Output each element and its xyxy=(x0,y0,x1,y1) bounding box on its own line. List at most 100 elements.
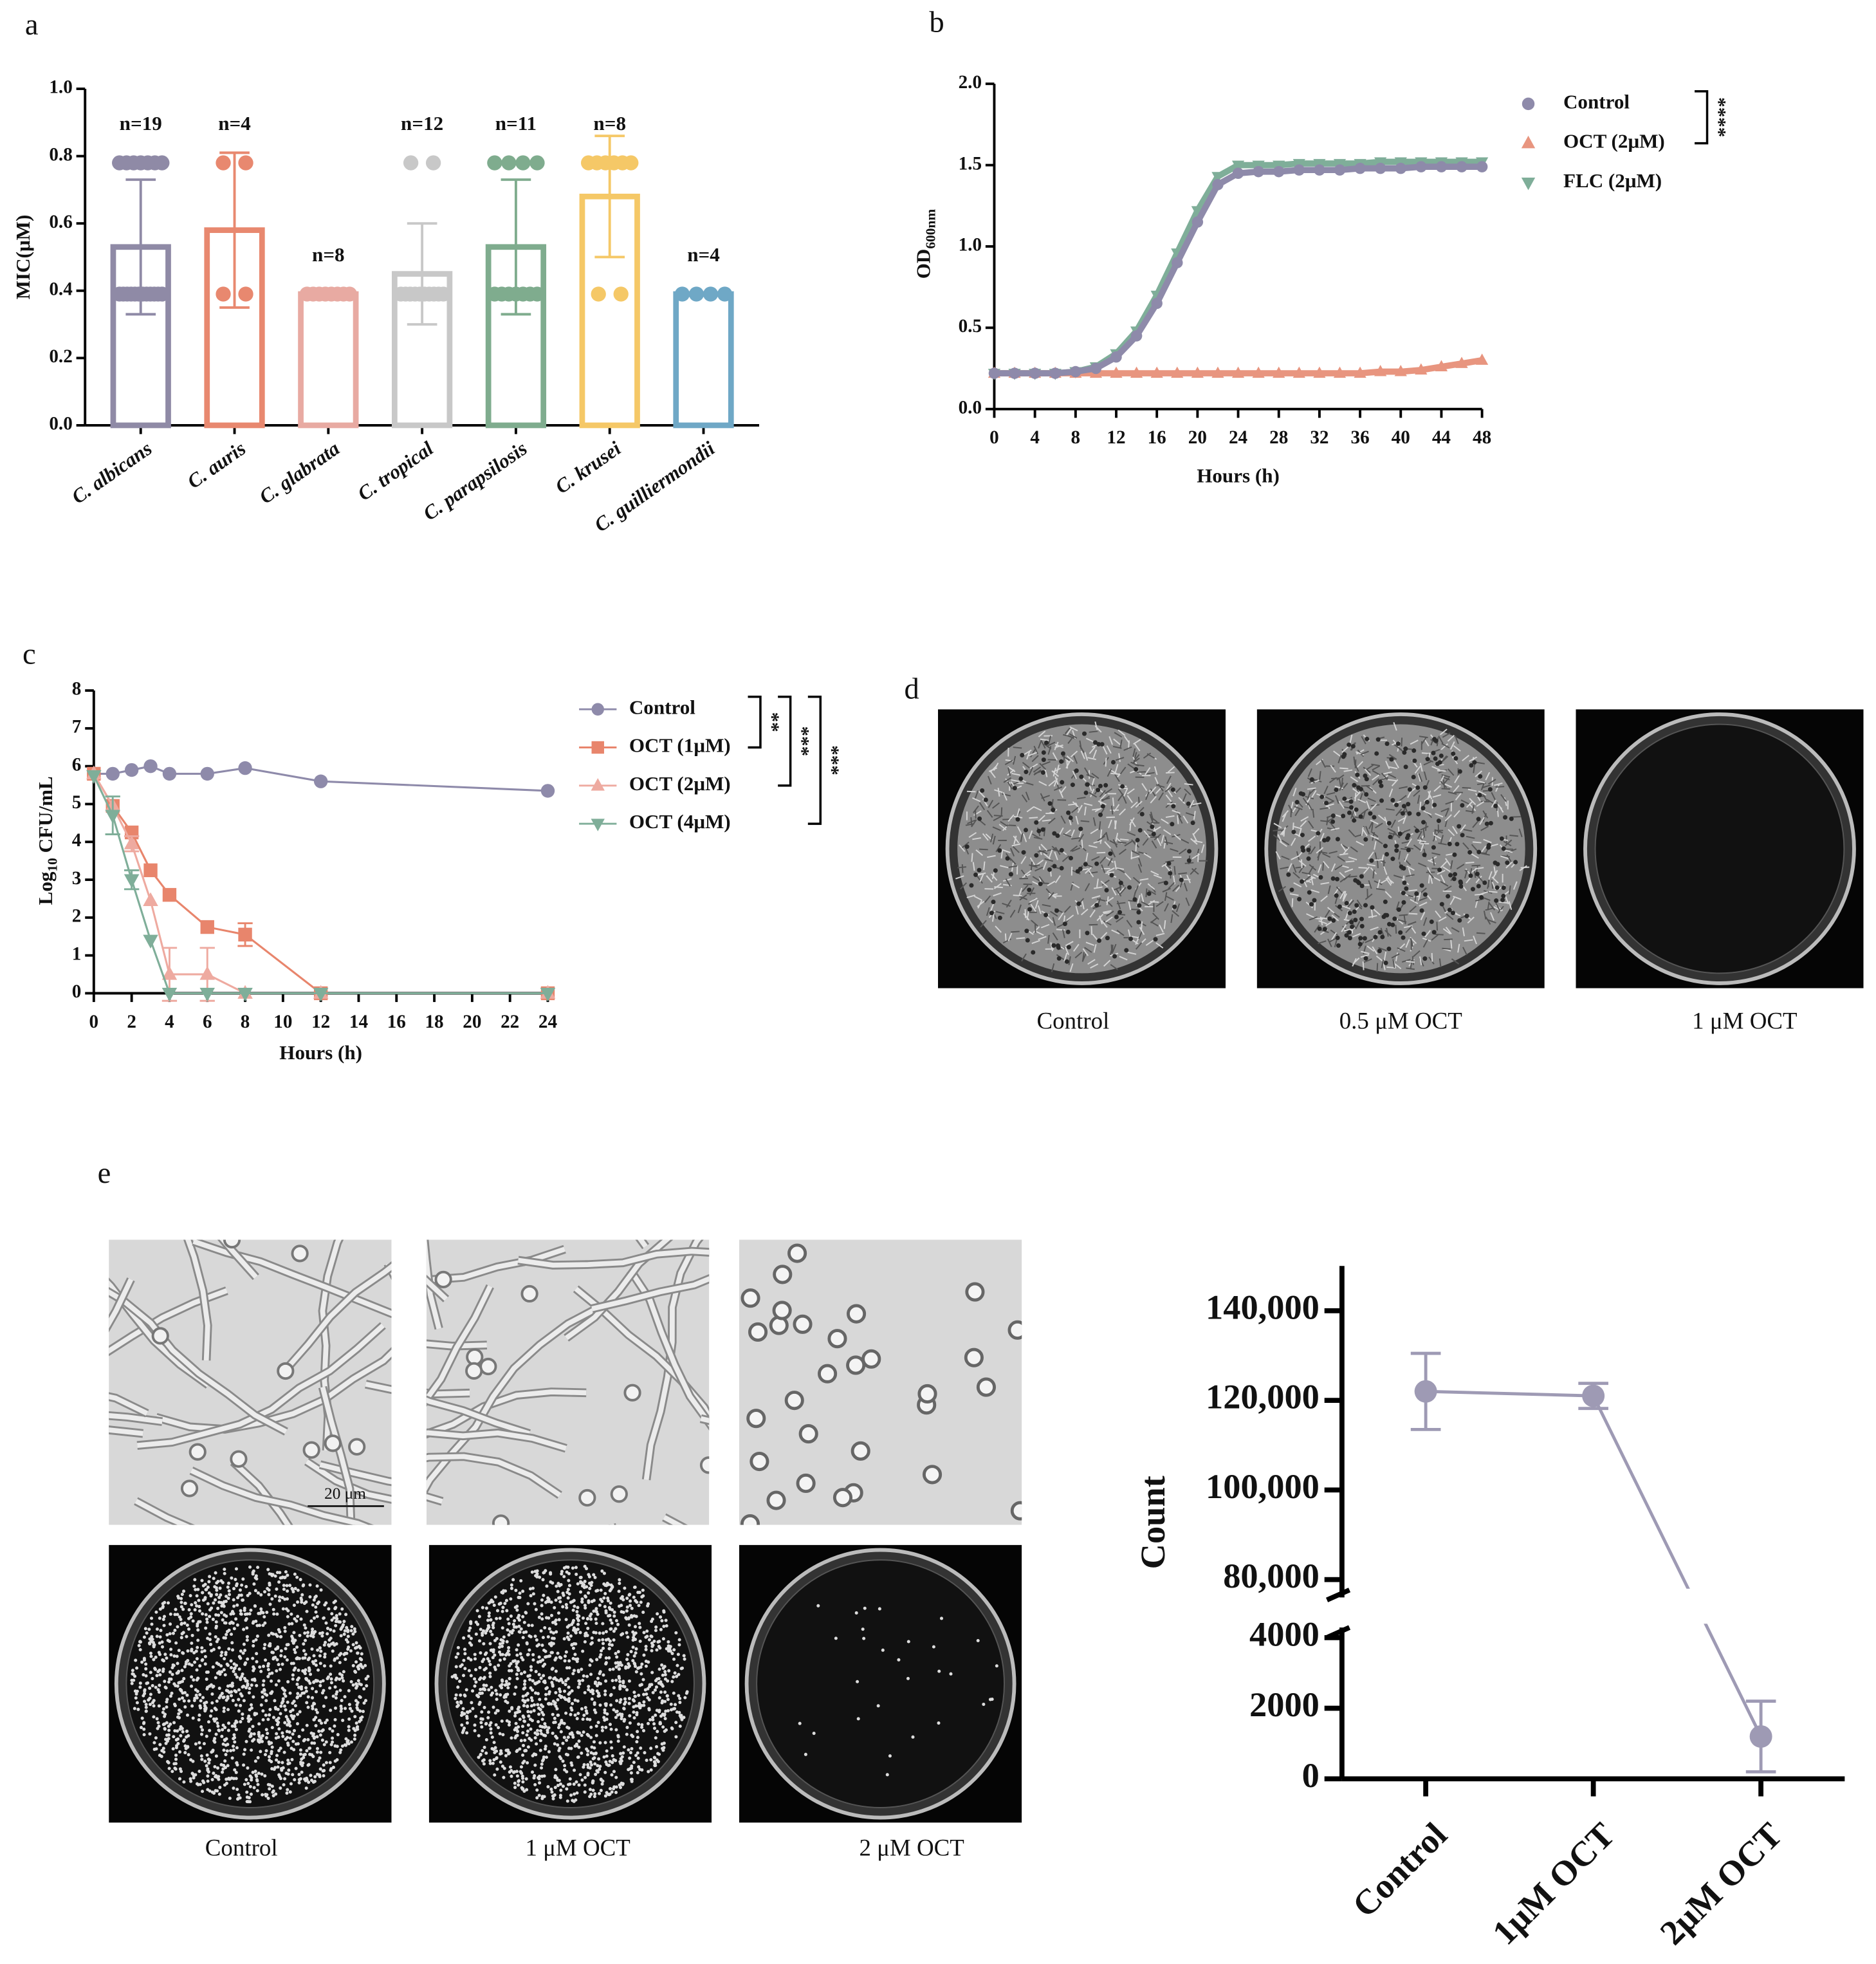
colony xyxy=(658,1709,661,1712)
colony xyxy=(196,1689,199,1693)
texture xyxy=(1092,749,1098,759)
texture xyxy=(1365,938,1374,943)
colony xyxy=(632,1761,636,1765)
x-tick-label: C. krusei xyxy=(551,437,625,498)
texture xyxy=(1444,885,1452,891)
colony xyxy=(275,1758,279,1762)
colony xyxy=(362,1687,366,1691)
colony xyxy=(235,1746,239,1750)
colony xyxy=(330,1618,334,1622)
texture xyxy=(1292,826,1302,829)
colony xyxy=(575,1717,579,1721)
texture xyxy=(1117,841,1127,844)
colony xyxy=(220,1651,224,1654)
colony xyxy=(529,1665,533,1669)
colony xyxy=(154,1610,158,1614)
colony xyxy=(603,1689,607,1693)
texture xyxy=(1438,842,1447,846)
colony xyxy=(576,1613,580,1617)
colony xyxy=(515,1672,519,1676)
colony xyxy=(654,1763,658,1768)
colony xyxy=(203,1704,207,1708)
yeast xyxy=(846,1355,866,1375)
colony xyxy=(234,1672,237,1676)
texture xyxy=(1317,864,1322,873)
colony xyxy=(213,1737,217,1741)
colony xyxy=(209,1594,213,1598)
speck xyxy=(1054,908,1060,913)
colony xyxy=(538,1739,542,1743)
colony xyxy=(480,1710,484,1714)
texture xyxy=(1141,901,1150,907)
y-tick-label: 6 xyxy=(72,754,82,775)
colony xyxy=(549,1630,553,1634)
colony xyxy=(314,1708,318,1712)
texture xyxy=(1282,810,1289,818)
colony xyxy=(623,1697,627,1701)
colony xyxy=(245,1800,249,1804)
speck xyxy=(1363,956,1368,961)
texture xyxy=(1101,797,1110,801)
colony xyxy=(580,1597,584,1601)
colony xyxy=(533,1570,537,1573)
texture xyxy=(1331,914,1339,922)
texture xyxy=(1463,829,1473,832)
colony xyxy=(235,1763,239,1767)
texture xyxy=(1033,926,1040,934)
colony xyxy=(582,1765,585,1769)
colony xyxy=(535,1575,539,1579)
colony xyxy=(134,1696,138,1700)
texture xyxy=(1383,961,1386,970)
colony xyxy=(244,1778,248,1782)
colony xyxy=(241,1577,245,1581)
legend-label: FLC (2μM) xyxy=(1563,169,1662,192)
texture xyxy=(1307,802,1313,811)
texture xyxy=(1380,927,1384,937)
colony xyxy=(465,1716,469,1720)
texture xyxy=(1301,859,1303,869)
colony xyxy=(189,1777,192,1781)
data-point xyxy=(154,155,170,171)
colony xyxy=(212,1577,216,1580)
colony xyxy=(243,1783,246,1786)
texture xyxy=(1431,934,1439,941)
texture xyxy=(1331,932,1338,941)
texture xyxy=(1173,833,1182,841)
marker xyxy=(1292,366,1305,378)
texture xyxy=(1343,769,1353,772)
texture xyxy=(1437,869,1446,875)
texture xyxy=(1448,768,1455,776)
texture xyxy=(1028,752,1038,757)
colony xyxy=(489,1618,493,1622)
colony xyxy=(194,1601,198,1605)
colony xyxy=(515,1625,519,1629)
speck xyxy=(1344,901,1349,906)
colony xyxy=(179,1622,183,1626)
colony xyxy=(510,1736,513,1740)
colony xyxy=(241,1717,244,1721)
colony xyxy=(355,1645,359,1649)
colony xyxy=(519,1579,523,1583)
speck xyxy=(1401,900,1406,905)
colony xyxy=(504,1748,508,1752)
texture xyxy=(1115,867,1125,870)
colony xyxy=(299,1752,302,1756)
colony xyxy=(195,1668,199,1672)
colony xyxy=(187,1662,191,1666)
colony xyxy=(302,1583,306,1587)
texture xyxy=(1054,741,1059,750)
colony xyxy=(225,1698,228,1702)
colony xyxy=(206,1779,210,1783)
texture xyxy=(1310,889,1320,893)
colony xyxy=(531,1592,535,1596)
speck xyxy=(1306,856,1311,861)
colony xyxy=(293,1587,297,1591)
colony xyxy=(312,1662,316,1665)
colony xyxy=(148,1732,152,1736)
colony xyxy=(200,1728,205,1732)
colony xyxy=(297,1772,301,1777)
texture xyxy=(1344,868,1354,873)
colony xyxy=(596,1694,600,1698)
colony xyxy=(256,1566,260,1570)
texture xyxy=(1162,887,1171,893)
